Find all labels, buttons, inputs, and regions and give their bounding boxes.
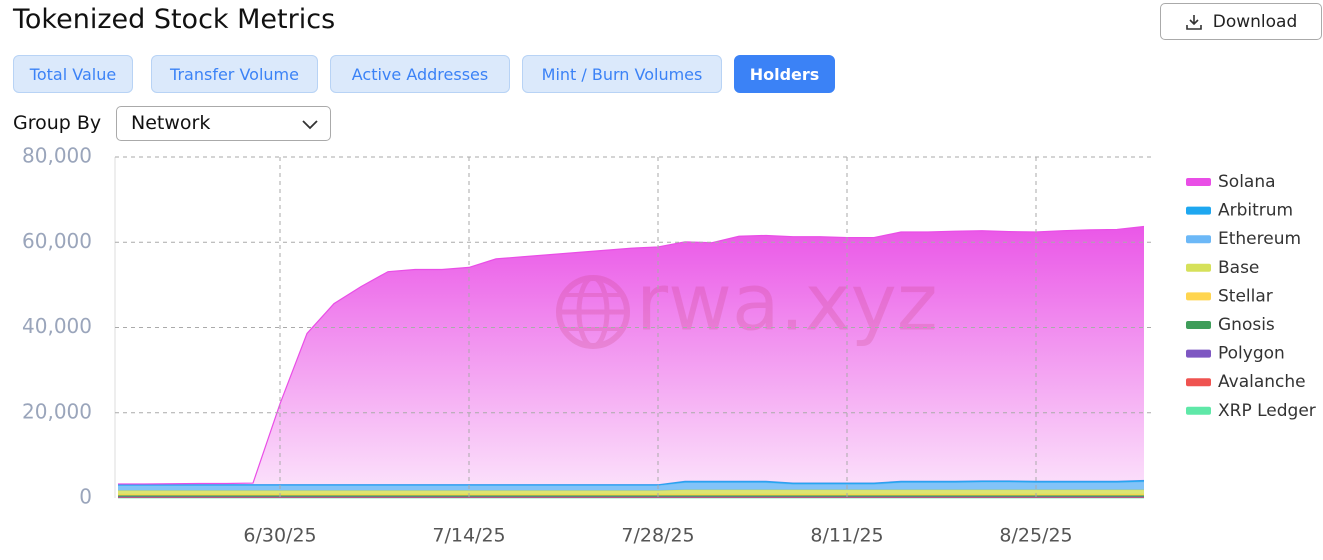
tab[interactable]: Holders — [734, 55, 835, 93]
tab[interactable]: Transfer Volume — [151, 55, 318, 93]
legend-label: XRP Ledger — [1218, 401, 1316, 421]
area — [118, 489, 1144, 495]
page-title: Tokenized Stock Metrics — [13, 4, 336, 35]
area-line — [118, 489, 1144, 492]
legend-swatch — [1186, 378, 1211, 387]
legend-swatch — [1186, 349, 1211, 358]
y-tick-label: 20,000 — [22, 399, 92, 423]
x-tick-label: 8/11/25 — [810, 525, 883, 547]
area — [118, 480, 1144, 486]
tab[interactable]: Mint / Burn Volumes — [522, 55, 722, 93]
legend-swatch — [1186, 263, 1211, 272]
y-tick-label: 60,000 — [22, 229, 92, 253]
x-tick-label: 6/30/25 — [243, 525, 316, 547]
chevron — [302, 120, 318, 130]
legend-swatch — [1186, 292, 1211, 301]
area — [118, 494, 1144, 496]
legend-label: Arbitrum — [1218, 201, 1293, 221]
tab[interactable]: Active Addresses — [330, 55, 510, 93]
download-label: Download — [1212, 11, 1298, 32]
area — [118, 495, 1144, 497]
area-line — [118, 479, 1145, 486]
download-icon — [1185, 14, 1202, 30]
x-tick-label: 8/25/25 — [999, 525, 1072, 547]
y-tick-label: 40,000 — [22, 314, 92, 338]
x-tick-label: 7/14/25 — [432, 525, 505, 547]
legend-label: Polygon — [1218, 344, 1285, 364]
y-tick-label: 80,000 — [22, 144, 92, 168]
group-by-select[interactable]: Network — [116, 106, 331, 141]
select-value: Network — [131, 112, 211, 134]
tab[interactable]: Total Value — [13, 55, 133, 93]
download-button[interactable]: Download — [1160, 3, 1322, 40]
legend-label: Solana — [1218, 172, 1276, 192]
watermark-text: rwa.xyz — [636, 258, 938, 348]
y-tick-label: 0 — [79, 485, 92, 509]
x-tick-label: 7/28/25 — [621, 525, 694, 547]
legend-label: Ethereum — [1218, 229, 1301, 249]
watermark: rwa.xyz — [556, 258, 938, 349]
area — [118, 496, 1144, 498]
legend-swatch — [1186, 321, 1211, 329]
legend-swatch — [1186, 406, 1211, 415]
area — [118, 481, 1144, 491]
legend-swatch — [1186, 235, 1211, 244]
legend-label: Gnosis — [1218, 315, 1275, 335]
area-line — [118, 480, 1145, 487]
legend-label: Base — [1218, 258, 1259, 278]
legend-swatch — [1186, 178, 1211, 186]
area-line — [118, 225, 1145, 485]
area — [118, 226, 1144, 485]
legend-label: Avalanche — [1218, 372, 1306, 392]
legend-swatch — [1186, 206, 1211, 215]
legend-label: Stellar — [1218, 286, 1273, 306]
group-by-label: Group By — [13, 112, 102, 134]
